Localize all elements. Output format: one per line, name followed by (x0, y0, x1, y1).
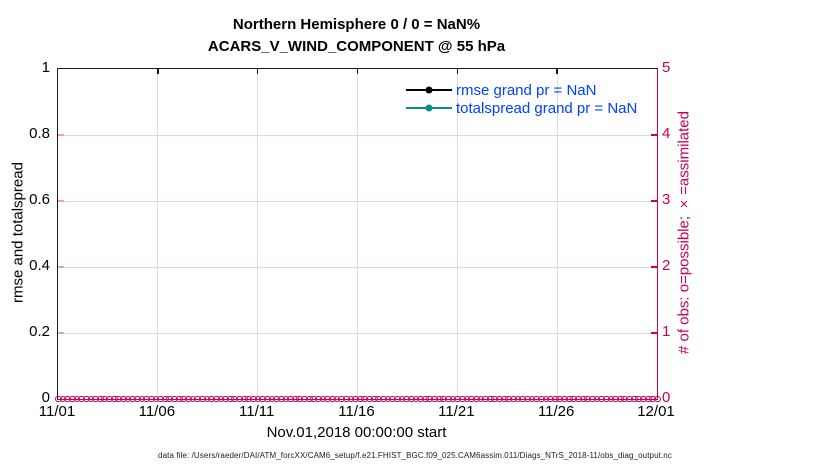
right-y-tick-label: 0 (662, 389, 671, 406)
legend: rmse grand pr = NaN totalspread grand pr… (406, 81, 637, 117)
left-y-tick-label: 0.4 (29, 257, 50, 274)
x-tick-label: 11/11 (239, 403, 275, 420)
x-tick-mark (256, 69, 259, 74)
legend-label-totalspread: totalspread grand pr = NaN (456, 99, 638, 117)
vertical-gridline (157, 69, 159, 399)
x-tick-label: 11/06 (138, 403, 176, 420)
right-y-tick-label: 2 (662, 257, 671, 274)
right-tick-mark (651, 200, 657, 202)
left-y-tick-label: 0 (41, 389, 50, 406)
x-tick-label: 11/01 (38, 403, 76, 420)
x-tick-mark (556, 69, 558, 74)
right-y-tick-label: 3 (662, 191, 671, 208)
legend-dot-icon (425, 86, 433, 94)
horizontal-gridline (58, 134, 657, 136)
legend-line-rmse (406, 86, 452, 94)
vertical-gridline (357, 69, 358, 399)
x-tick-mark (356, 69, 359, 74)
obs-marker-icon (654, 395, 661, 403)
left-axis-label: rmse and totalspread (9, 162, 27, 304)
right-y-tick-label: 5 (662, 59, 671, 76)
chart-title: Northern Hemisphere 0 / 0 = NaN% ACARS_V… (57, 14, 656, 58)
left-tick-mark (58, 266, 64, 268)
left-y-tick-label: 1 (41, 59, 50, 76)
x-tick-mark (157, 69, 159, 74)
left-tick-mark (58, 332, 64, 334)
horizontal-gridline (58, 200, 657, 202)
horizontal-gridline (58, 332, 657, 334)
left-y-tick-label: 0.6 (29, 191, 50, 208)
data-file-footer: data file: /Users/raeder/DAI/ATM_forcXX/… (158, 451, 672, 460)
x-tick-label: 12/01 (637, 403, 675, 420)
right-tick-mark (651, 266, 657, 268)
x-tick-label: 11/21 (438, 403, 475, 420)
vertical-gridline (456, 69, 458, 399)
left-tick-mark (58, 134, 64, 136)
right-y-tick-label: 4 (662, 125, 671, 142)
title-line1: Northern Hemisphere 0 / 0 = NaN% (232, 16, 481, 33)
vertical-gridline (556, 69, 558, 399)
right-tick-mark (651, 332, 657, 334)
left-y-tick-label: 0.8 (29, 125, 50, 142)
left-tick-mark (58, 200, 64, 202)
right-y-tick-label: 1 (662, 323, 671, 340)
legend-label-rmse: rmse grand pr = NaN (456, 81, 597, 99)
plot-area: rmse grand pr = NaN totalspread grand pr… (55, 68, 661, 403)
legend-item-totalspread: totalspread grand pr = NaN (406, 99, 637, 117)
right-axis-label: # of obs: o=possible; ×=assimilated (675, 111, 693, 355)
x-tick-label: 11/16 (338, 403, 375, 420)
x-tick-mark (456, 69, 459, 74)
obs-marker-chain (55, 395, 661, 404)
horizontal-gridline (58, 266, 657, 268)
legend-item-rmse: rmse grand pr = NaN (406, 81, 637, 99)
right-tick-mark (651, 134, 657, 136)
vertical-gridline (257, 69, 259, 399)
title-line2: ACARS_V_WIND_COMPONENT @ 55 hPa (207, 38, 506, 55)
x-axis-label: Nov.01,2018 00:00:00 start (266, 424, 447, 441)
left-y-tick-label: 0.2 (29, 323, 50, 340)
legend-line-totalspread (406, 104, 452, 112)
legend-dot-icon (425, 104, 433, 112)
x-tick-label: 11/26 (537, 403, 575, 420)
